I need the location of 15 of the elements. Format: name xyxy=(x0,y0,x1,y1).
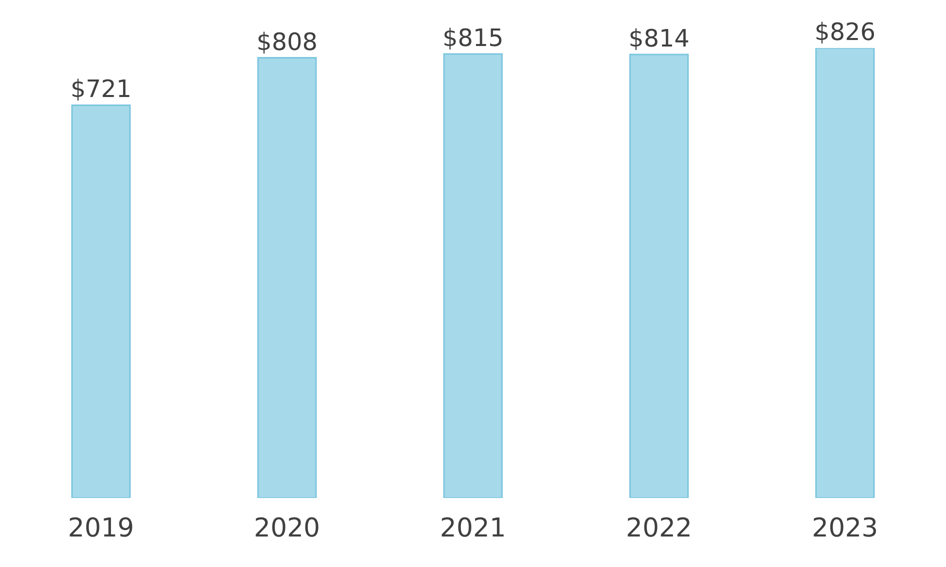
bar xyxy=(257,57,317,498)
data-label: $721 xyxy=(70,75,132,104)
data-label: $826 xyxy=(814,18,876,46)
data-label: $808 xyxy=(256,28,318,56)
x-tick-label: 2021 xyxy=(440,513,506,544)
x-tick-label: 2022 xyxy=(626,513,692,544)
bar xyxy=(71,104,131,498)
data-label: $815 xyxy=(442,24,504,52)
x-tick-label: 2020 xyxy=(254,513,320,544)
bar xyxy=(629,54,689,498)
x-tick-label: 2023 xyxy=(812,513,878,544)
data-label: $814 xyxy=(628,24,690,53)
bar xyxy=(443,53,503,498)
x-tick-label: 2019 xyxy=(68,513,134,544)
bar xyxy=(815,48,875,498)
